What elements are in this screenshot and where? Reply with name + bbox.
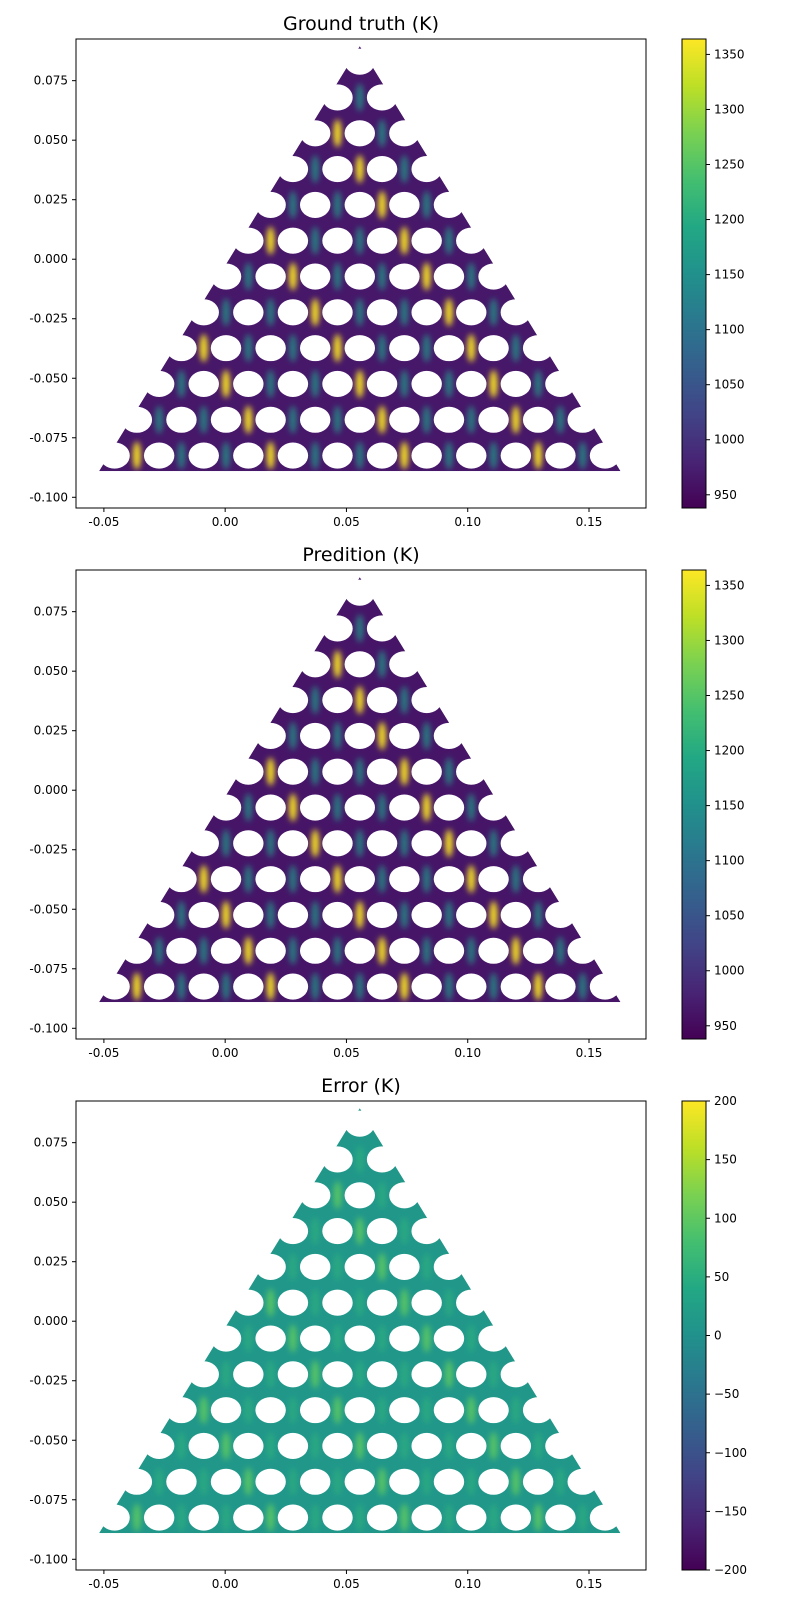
y-tick-label: 0.000	[34, 252, 68, 266]
colorbar	[681, 569, 707, 1040]
x-tick-label: 0.00	[212, 1046, 239, 1060]
y-tick-label: 0.050	[34, 664, 68, 678]
x-tick-label: 0.05	[333, 1577, 360, 1591]
colorbar-tick-label: 50	[714, 1270, 729, 1284]
panel-1: Ground truth (K) -0.05 0.00 0.05 0.10 0.15 0.0…	[29, 13, 744, 529]
colorbar-tick-label: 1050	[714, 378, 745, 392]
colorbar-tick-label: 1300	[714, 102, 745, 116]
y-tick-label: -0.050	[29, 371, 68, 385]
colorbar-tick-label: 1100	[714, 854, 745, 868]
y-tick-label: 0.025	[34, 724, 68, 738]
y-tick-label: -0.100	[29, 490, 68, 504]
y-tick-label: 0.075	[34, 74, 68, 88]
x-tick-label: 0.10	[454, 1046, 481, 1060]
y-tick-label: -0.075	[29, 1493, 68, 1507]
colorbar-tick-label: 1250	[714, 689, 745, 703]
colorbar-tick-label: 200	[714, 1094, 737, 1108]
y-tick-label: -0.100	[29, 1552, 68, 1566]
y-tick-label: -0.025	[29, 1374, 68, 1388]
colorbar-tick-label: 1150	[714, 799, 745, 813]
y-tick-label: -0.050	[29, 1433, 68, 1447]
colorbar-tick-label: 1050	[714, 909, 745, 923]
temperature-field	[99, 46, 621, 472]
y-tick-label: 0.000	[34, 1314, 68, 1328]
colorbar	[681, 1100, 707, 1571]
colorbar-tick-label: 950	[714, 488, 737, 502]
x-tick-label: -0.05	[88, 1046, 119, 1060]
colorbar-tick-label: 1100	[714, 323, 745, 337]
temperature-field	[99, 1108, 621, 1534]
y-tick-label: 0.075	[34, 1136, 68, 1150]
y-tick-label: 0.050	[34, 1195, 68, 1209]
y-tick-label: -0.025	[29, 312, 68, 326]
colorbar-tick-label: 1000	[714, 433, 745, 447]
chart-title: Predition (K)	[302, 544, 419, 566]
colorbar-tick-label: 1200	[714, 213, 745, 227]
x-tick-label: 0.00	[212, 515, 239, 529]
colorbar-tick-label: 950	[714, 1019, 737, 1033]
colorbar	[681, 38, 707, 509]
colorbar-tick-label: 100	[714, 1211, 737, 1225]
panel-2: Predition (K) -0.05 0.00 0.05 0.10 0.15 0.075 0…	[29, 544, 744, 1060]
chart-title: Ground truth (K)	[283, 13, 439, 35]
y-tick-label: 0.025	[34, 1255, 68, 1269]
x-tick-label: 0.10	[454, 515, 481, 529]
temperature-field	[99, 577, 621, 1003]
y-tick-label: 0.025	[34, 193, 68, 207]
x-tick-label: -0.05	[88, 515, 119, 529]
y-tick-label: -0.100	[29, 1021, 68, 1035]
chart-title: Error (K)	[321, 1075, 401, 1097]
colorbar-tick-label: 1000	[714, 964, 745, 978]
colorbar-tick-label: 1350	[714, 47, 745, 61]
x-tick-label: 0.00	[212, 1577, 239, 1591]
colorbar-tick-label: −50	[714, 1387, 739, 1401]
x-tick-label: -0.05	[88, 1577, 119, 1591]
axes-frame	[75, 38, 647, 509]
x-tick-label: 0.05	[333, 515, 360, 529]
colorbar-tick-label: −100	[714, 1446, 747, 1460]
colorbar-tick-label: −150	[714, 1504, 747, 1518]
colorbar-tick-label: 1200	[714, 744, 745, 758]
colorbar-tick-label: 1350	[714, 578, 745, 592]
y-tick-label: -0.075	[29, 431, 68, 445]
x-tick-label: 0.15	[576, 1046, 603, 1060]
colorbar-tick-label: 150	[714, 1153, 737, 1167]
x-tick-label: 0.05	[333, 1046, 360, 1060]
panel-3: Error (K) -0.05 0.00 0.05 0.10 0.15 0.075 0.050…	[29, 1075, 747, 1591]
y-tick-label: 0.075	[34, 605, 68, 619]
colorbar-tick-label: −200	[714, 1563, 747, 1577]
axes-frame	[75, 569, 647, 1040]
colorbar-tick-label: 1250	[714, 158, 745, 172]
y-tick-label: 0.050	[34, 133, 68, 147]
colorbar-tick-label: 1150	[714, 268, 745, 282]
axes-frame	[75, 1100, 647, 1571]
x-tick-label: 0.15	[576, 515, 603, 529]
y-tick-label: -0.025	[29, 843, 68, 857]
colorbar-tick-label: 0	[714, 1329, 722, 1343]
x-tick-label: 0.15	[576, 1577, 603, 1591]
y-tick-label: 0.000	[34, 783, 68, 797]
x-tick-label: 0.10	[454, 1577, 481, 1591]
y-tick-label: -0.050	[29, 902, 68, 916]
y-tick-label: -0.075	[29, 962, 68, 976]
colorbar-tick-label: 1300	[714, 633, 745, 647]
